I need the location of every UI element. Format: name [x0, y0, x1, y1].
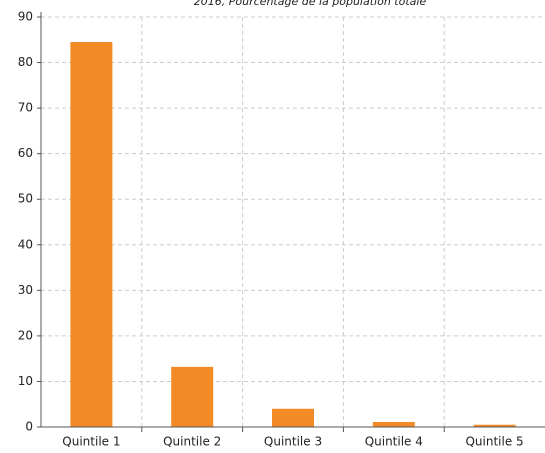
- y-tick-label: 20: [18, 328, 33, 342]
- bar: [372, 421, 415, 427]
- x-tick-label: Quintile 5: [465, 435, 523, 449]
- y-tick-label: 10: [18, 374, 33, 388]
- y-tick-label: 50: [18, 192, 33, 206]
- y-tick-label: 40: [18, 237, 33, 251]
- x-tick-label: Quintile 3: [264, 435, 322, 449]
- y-tick-label: 90: [18, 10, 33, 24]
- y-tick-label: 70: [18, 101, 33, 115]
- y-tick-label: 60: [18, 146, 33, 160]
- x-tick-label: Quintile 4: [365, 435, 423, 449]
- bar: [473, 424, 516, 427]
- y-tick-label: 0: [25, 420, 33, 434]
- bar: [171, 366, 214, 427]
- x-tick-label: Quintile 2: [163, 435, 221, 449]
- bar: [70, 42, 113, 428]
- x-tick-label: Quintile 1: [62, 435, 120, 449]
- y-tick-label: 80: [18, 55, 33, 69]
- bar: [272, 408, 314, 427]
- y-tick-label: 30: [18, 283, 33, 297]
- chart-subtitle: 2016, Pourcentage de la population total…: [194, 0, 427, 8]
